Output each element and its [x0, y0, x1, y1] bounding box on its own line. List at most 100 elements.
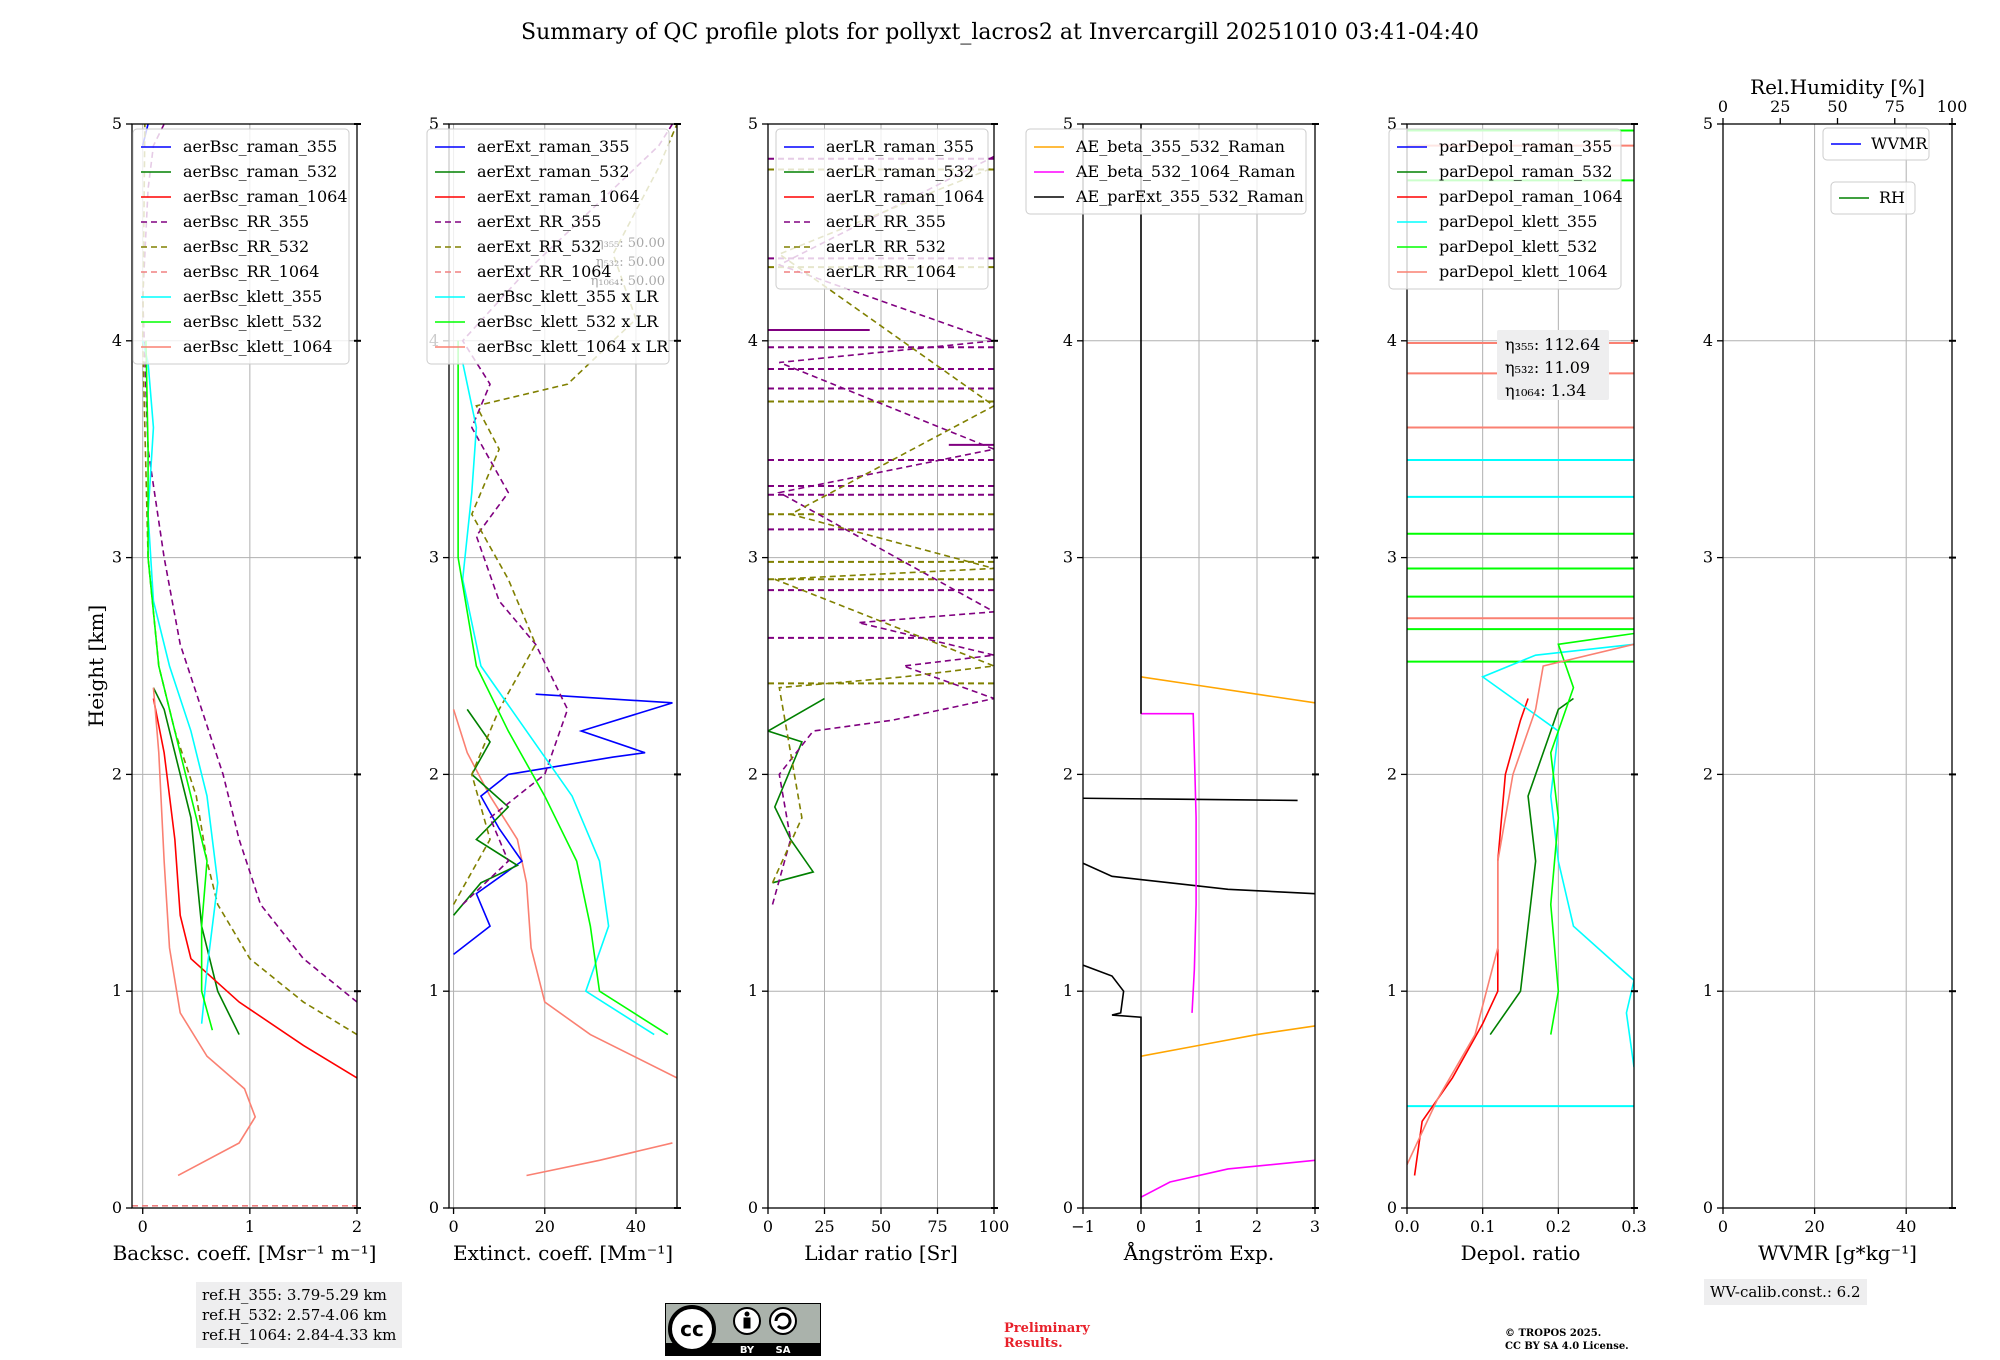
legend-label: RH [1879, 188, 1905, 207]
y-tick-label: 3 [1387, 548, 1397, 567]
y-tick-label: 1 [1063, 981, 1073, 1000]
reference-heights-box: ref.H_355: 3.79-5.29 km ref.H_532: 2.57-… [196, 1282, 403, 1348]
legend-label: aerExt_raman_1064 [477, 187, 640, 206]
legend-label: parDepol_klett_1064 [1439, 262, 1608, 281]
legend-label: aerBsc_RR_532 [183, 237, 309, 256]
y-tick-label: 4 [748, 331, 758, 350]
x-tick-label: 0.1 [1470, 1217, 1495, 1236]
series-line [141, 340, 219, 1024]
legend-label: parDepol_raman_532 [1439, 162, 1612, 181]
legend-label: aerBsc_klett_355 x LR [477, 287, 659, 306]
x-tick-label: 0.2 [1546, 1217, 1571, 1236]
legend-label: parDepol_raman_355 [1439, 137, 1612, 156]
axes-frame [131, 123, 358, 1209]
cc-license-badge: cc BY SA [665, 1303, 821, 1356]
series-segment [1083, 797, 1298, 802]
series-line [1549, 632, 1634, 1035]
x-tick-label: 2 [352, 1217, 362, 1236]
x-tick-label: 50 [871, 1217, 891, 1236]
series-line [461, 124, 674, 906]
cc-text: cc [680, 1317, 704, 1341]
x-tick-label: 25 [814, 1217, 834, 1236]
plot-area [1083, 124, 1315, 1208]
preliminary-line-2: Results. [1004, 1336, 1063, 1351]
series-line [145, 340, 214, 1031]
y-tick-label: 5 [1387, 114, 1397, 133]
chart-depol: 0.0 0.1 0.2 0.3 0 1 2 3 4 5 Depol. ratio parDepol_r… [1387, 114, 1647, 1265]
x-tick-label: −1 [1071, 1217, 1095, 1236]
series-line [452, 124, 677, 905]
legend-label: WVMR [1871, 134, 1928, 153]
legend: aerExt_raman_355 aerExt_raman_532 aerExt_r… [426, 128, 670, 365]
legend-label: parDepol_klett_355 [1439, 212, 1597, 231]
x-axis-label: Ångström Exp. [1123, 1240, 1274, 1265]
eta-label: η₅₃₂: 11.09 [1505, 358, 1590, 377]
x-tick-label: 20 [1804, 1217, 1824, 1236]
eta-label: η₁₀₆₄: 1.34 [1505, 381, 1586, 400]
x-axis-label: Extinct. coeff. [Mm⁻¹] [453, 1241, 673, 1265]
x-axis-label: Backsc. coeff. [Msr⁻¹ m⁻¹] [113, 1241, 377, 1265]
x-tick-label: 0 [448, 1217, 458, 1236]
legend-label: aerBsc_klett_1064 [183, 337, 332, 356]
legend-box [426, 128, 670, 365]
legend: parDepol_raman_355 parDepol_raman_532 parD… [1388, 128, 1623, 290]
y-tick-label: 2 [112, 764, 122, 783]
axes-frame [448, 123, 678, 1209]
legend-label: aerExt_RR_355 [477, 212, 601, 231]
legend-label: aerBsc_raman_532 [183, 162, 337, 181]
ref-height-1064: ref.H_1064: 2.84-4.33 km [202, 1326, 397, 1344]
y-tick-label: 5 [429, 114, 439, 133]
x-tick-label: 0 [1136, 1217, 1146, 1236]
y-tick-label: 2 [1703, 764, 1713, 783]
legend-label: AE_beta_355_532_Raman [1075, 137, 1285, 156]
y-tick-label: 3 [748, 548, 758, 567]
x-tick-label: 1 [1194, 1217, 1204, 1236]
series-line [1140, 676, 1315, 704]
legend-label: aerBsc_RR_1064 [183, 262, 319, 281]
legend: AE_beta_355_532_Raman AE_beta_532_1064_Ra… [1025, 128, 1307, 215]
y-tick-label: 2 [1063, 764, 1073, 783]
y-tick-label: 3 [1063, 548, 1073, 567]
x-tick-label: 0 [1718, 1217, 1728, 1236]
y-tick-label: 0 [1387, 1198, 1397, 1217]
series-line [141, 124, 357, 1036]
y-tick-label: 3 [429, 548, 439, 567]
y-tick-label: 0 [429, 1198, 439, 1217]
axes-frame [1722, 123, 1953, 1209]
x-tick-label: 3 [1310, 1217, 1320, 1236]
y-tick-label: 3 [1703, 548, 1713, 567]
series-line [461, 362, 655, 1036]
series-line [771, 166, 994, 884]
legend-box [1388, 128, 1622, 290]
chart-lidar_ratio: 0 25 50 75 100 0 1 2 3 4 5 Lidar ratio [Sr] aerLR_ra… [748, 114, 1009, 1265]
eta-label-faint: η₅₃₂: 50.00 [596, 255, 665, 270]
y-tick-label: 5 [112, 114, 122, 133]
top-tick-label: 100 [1937, 97, 1968, 116]
series-line [1407, 643, 1634, 1165]
legend-box [775, 128, 989, 290]
x-tick-label: 0.3 [1621, 1217, 1646, 1236]
legend-label: parDepol_klett_532 [1439, 237, 1597, 256]
series-line [453, 693, 673, 955]
series-line [141, 124, 357, 1003]
legend-label: aerBsc_klett_532 x LR [477, 312, 659, 331]
x-axis-label: WVMR [g*kg⁻¹] [1758, 1241, 1917, 1265]
figure-title: Summary of QC profile plots for pollyxt_… [521, 20, 1479, 45]
y-tick-label: 4 [112, 331, 122, 350]
eta-label: η₃₅₅: 112.64 [1505, 335, 1600, 354]
legend-box [1822, 127, 1930, 161]
series-line [1141, 712, 1197, 1013]
plot-area [1407, 129, 1634, 1176]
top-tick-label: 0 [1718, 97, 1728, 116]
wv-calibration-box: WV-calib.const.: 6.2 [1704, 1279, 1867, 1305]
legend-label: parDepol_raman_1064 [1439, 187, 1623, 206]
legend-label: aerBsc_raman_355 [183, 137, 337, 156]
y-tick-label: 0 [748, 1198, 758, 1217]
y-tick-label: 0 [1703, 1198, 1713, 1217]
legend-label: AE_parExt_355_532_Raman [1075, 187, 1304, 206]
series-line [526, 1142, 673, 1177]
y-tick-label: 1 [429, 981, 439, 1000]
y-tick-label: 2 [748, 764, 758, 783]
legend-label: aerLR_RR_1064 [826, 262, 956, 281]
